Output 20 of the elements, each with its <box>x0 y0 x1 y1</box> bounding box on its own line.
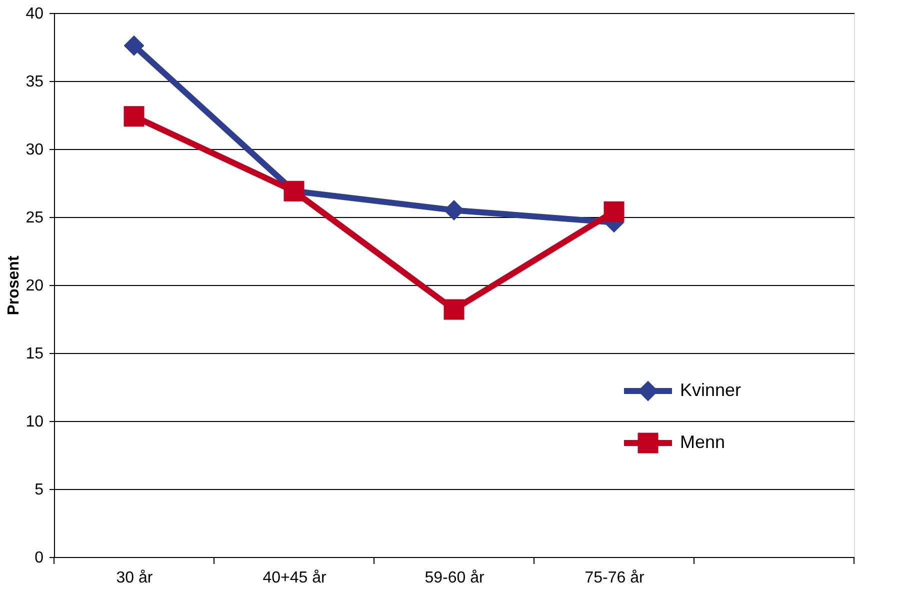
y-tick-label: 20 <box>26 278 44 294</box>
point <box>124 106 144 127</box>
y-tick-label: 35 <box>26 74 44 90</box>
x-tick-label: 40+45 år <box>262 570 327 586</box>
y-tick-label: 10 <box>26 414 44 430</box>
point <box>444 299 464 320</box>
y-tick-label: 5 <box>34 482 44 498</box>
y-axis-title: Prosent <box>6 255 23 316</box>
point <box>124 35 144 56</box>
y-tick-label: 40 <box>26 6 44 22</box>
y-tick-label: 25 <box>26 210 44 226</box>
x-tick-label: 30 år <box>116 570 154 586</box>
y-tick-label: 0 <box>34 550 44 566</box>
legend-label: Menn <box>680 432 726 452</box>
legend-label: Kvinner <box>680 380 742 400</box>
y-tick-label: 30 <box>26 142 44 158</box>
y-tick-label: 15 <box>26 346 44 362</box>
point <box>604 201 624 222</box>
x-tick-label: 75-76 år <box>584 570 645 586</box>
x-tick-label: 59-60 år <box>424 570 485 586</box>
